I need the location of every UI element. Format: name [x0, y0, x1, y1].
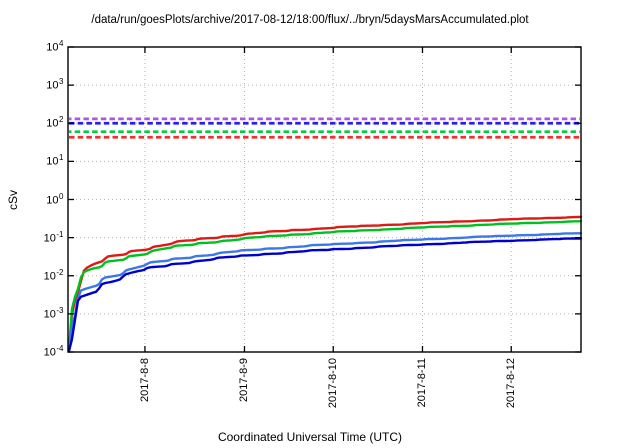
y-tick-label-10e-2: 10-2 [43, 267, 64, 283]
accumulated-dose-dark-blue-curve [67, 237, 583, 353]
x-tick-label-2017-8-10: 2017-8-10 [327, 358, 340, 409]
x-tick-label-2017-8-9: 2017-8-9 [238, 358, 251, 403]
y-tick-label-10e4: 104 [46, 39, 64, 54]
y-tick-label-10e0: 100 [46, 191, 64, 207]
y-tick-label-10e1: 101 [46, 153, 64, 169]
y-tick-label-10e3: 103 [46, 77, 64, 92]
x-axis-label: Coordinated Universal Time (UTC) [217, 430, 403, 444]
accumulated-dose-light-blue-curve [67, 232, 583, 353]
y-tick-label-10e-3: 10-3 [43, 305, 64, 321]
accumulated-dose-red-curve [67, 215, 583, 353]
y-tick-label-10e-1: 10-1 [43, 229, 64, 245]
y-tick-label-10e-4: 10-4 [43, 344, 64, 359]
accumulated-dose-green-curve [67, 219, 583, 353]
plot-title: /data/run/goesPlots/archive/2017-08-12/1… [91, 14, 529, 26]
x-tick-label-2017-8-8: 2017-8-8 [138, 358, 151, 403]
x-tick-label-2017-8-11: 2017-8-11 [416, 358, 429, 408]
x-tick-label-2017-8-12: 2017-8-12 [505, 358, 518, 409]
y-tick-label-10e2: 102 [46, 115, 64, 130]
